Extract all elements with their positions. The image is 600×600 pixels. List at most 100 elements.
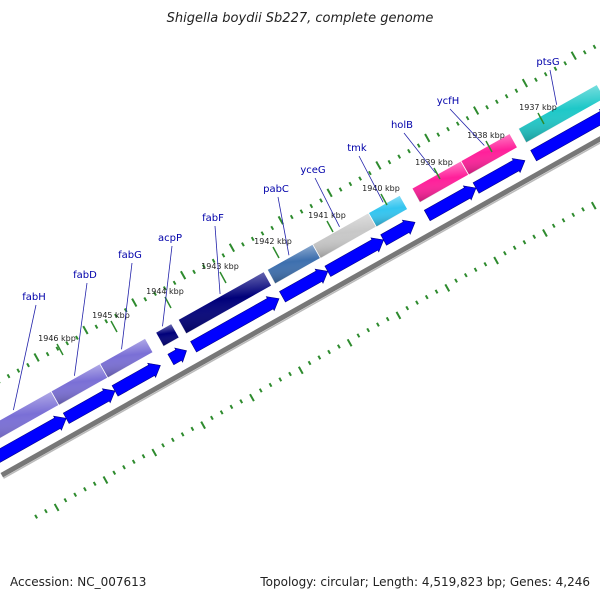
- tick-label-leader: [433, 167, 441, 180]
- minor-tick: [83, 486, 87, 492]
- gene-label-fabG[interactable]: fabG: [118, 250, 142, 261]
- label-leader-line: [74, 282, 88, 376]
- minor-tick: [592, 44, 597, 50]
- minor-tick: [424, 294, 429, 300]
- minor-tick: [454, 278, 458, 283]
- major-tick: [200, 421, 206, 430]
- gene-feature-ptsG[interactable]: [517, 83, 600, 144]
- minor-tick: [514, 88, 519, 93]
- minor-tick: [211, 258, 216, 264]
- minor-tick: [551, 223, 556, 229]
- major-tick: [375, 160, 382, 170]
- minor-tick: [6, 373, 11, 379]
- gene-label-tmk[interactable]: tmk: [347, 143, 367, 154]
- cds-arrow[interactable]: [0, 415, 67, 465]
- major-tick: [228, 243, 236, 253]
- gene-block-shading: [368, 195, 408, 227]
- gene-block-shading: [99, 338, 153, 378]
- cds-arrow[interactable]: [380, 219, 416, 246]
- gene-label-pabC[interactable]: pabC: [263, 184, 289, 195]
- minor-tick: [221, 253, 226, 258]
- label-leader-line: [358, 155, 384, 203]
- minor-tick: [503, 251, 507, 256]
- major-tick: [521, 78, 529, 88]
- label-leader-line: [214, 225, 221, 294]
- gene-label-yceG[interactable]: yceG: [300, 165, 325, 176]
- minor-tick: [348, 181, 353, 187]
- major-tick: [33, 353, 40, 362]
- gene-feature-holB[interactable]: [411, 160, 470, 203]
- minor-tick: [309, 203, 314, 209]
- minor-tick: [141, 454, 146, 459]
- tick-label: 1941 kbp: [308, 211, 346, 220]
- minor-tick: [45, 351, 50, 357]
- minor-tick: [543, 72, 548, 77]
- tick-label-leader: [537, 112, 545, 125]
- cds-arrow[interactable]: [167, 347, 187, 366]
- genome-summary: Topology: circular; Length: 4,519,823 bp…: [259, 575, 590, 589]
- minor-tick: [170, 437, 175, 443]
- tick-label-leader: [110, 320, 118, 333]
- major-tick: [102, 476, 109, 484]
- minor-tick: [534, 77, 538, 83]
- minor-tick: [210, 415, 214, 421]
- major-tick: [180, 270, 187, 280]
- major-tick: [53, 503, 60, 512]
- minor-tick: [172, 280, 177, 286]
- tick-label: 1940 kbp: [362, 184, 400, 193]
- gene-label-ycfH[interactable]: ycfH: [437, 96, 459, 107]
- gene-label-fabH[interactable]: fabH: [22, 292, 46, 303]
- major-tick: [346, 338, 353, 347]
- gene-label-fabF[interactable]: fabF: [202, 213, 224, 224]
- cds-arrow[interactable]: [279, 268, 329, 303]
- major-tick: [82, 325, 89, 335]
- gene-block-shading: [0, 391, 59, 439]
- minor-tick: [202, 264, 206, 269]
- minor-tick: [416, 143, 421, 148]
- minor-tick: [434, 289, 439, 294]
- minor-tick: [112, 470, 117, 475]
- label-leader-line: [549, 69, 558, 105]
- minor-tick: [522, 240, 527, 245]
- gene-label-fabD[interactable]: fabD: [73, 270, 97, 281]
- gene-feature-acpP[interactable]: [155, 323, 180, 347]
- gene-label-ptsG[interactable]: ptsG: [536, 57, 559, 68]
- minor-tick: [104, 319, 109, 324]
- minor-tick: [75, 335, 79, 340]
- tick-label: 1939 kbp: [415, 158, 453, 167]
- label-leader-line: [314, 177, 340, 228]
- tick-label: 1945 kbp: [92, 311, 130, 320]
- gene-feature-fabH[interactable]: [0, 390, 60, 446]
- minor-tick: [55, 346, 60, 351]
- gene-label-acpP[interactable]: acpP: [158, 233, 182, 244]
- minor-tick: [473, 267, 478, 272]
- cds-arrow[interactable]: [190, 296, 280, 353]
- cds-arrow[interactable]: [423, 185, 477, 222]
- tick-label: 1946 kbp: [38, 334, 76, 343]
- minor-tick: [258, 388, 263, 393]
- gene-label-holB[interactable]: holB: [391, 120, 413, 131]
- minor-tick: [278, 377, 283, 382]
- minor-tick: [190, 426, 195, 432]
- minor-tick: [180, 432, 185, 437]
- gene-feature-fabF[interactable]: [177, 271, 273, 335]
- minor-tick: [485, 104, 489, 110]
- accession-label: Accession: NC_007613: [10, 575, 146, 589]
- minor-tick: [161, 443, 165, 448]
- tick-label: 1944 kbp: [146, 287, 184, 296]
- cds-track: [0, 109, 600, 465]
- gene-feature-pabC[interactable]: [266, 243, 321, 285]
- major-tick: [297, 366, 304, 375]
- major-tick: [131, 298, 138, 308]
- minor-tick: [415, 300, 419, 305]
- gene-feature-tmk[interactable]: [367, 194, 409, 228]
- tick-label-leader: [56, 343, 64, 356]
- minor-tick: [495, 99, 499, 104]
- minor-tick: [504, 93, 509, 99]
- minor-tick: [356, 333, 361, 338]
- backbone-shadow: [3, 142, 600, 479]
- minor-tick: [143, 297, 148, 302]
- tick-label-leader: [380, 193, 388, 206]
